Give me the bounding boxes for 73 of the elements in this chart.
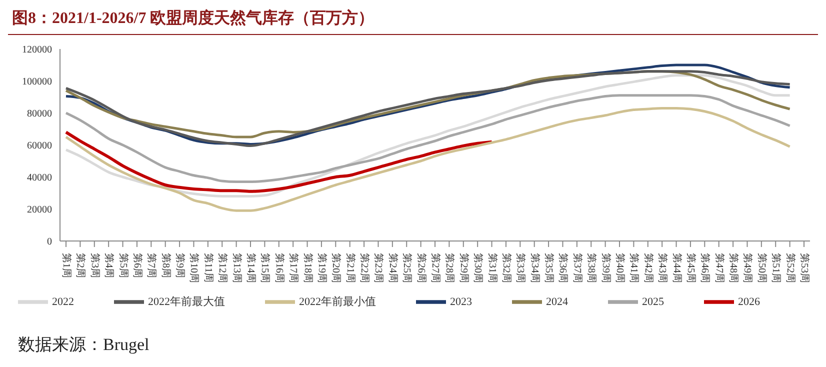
y-tick-label: 100000 [22, 76, 52, 88]
x-tick-label: 第20周 [330, 253, 342, 283]
x-tick-label: 第50周 [756, 253, 768, 283]
legend-label: 2022年前最大值 [148, 296, 225, 308]
y-tick-label: 40000 [27, 172, 52, 184]
x-tick-label: 第52周 [784, 253, 796, 283]
line-series [64, 74, 792, 198]
x-tick-label: 第32周 [500, 253, 512, 283]
x-tick-label: 第3周 [88, 253, 101, 278]
x-tick-label: 第35周 [543, 253, 556, 283]
line-series [64, 130, 494, 193]
x-tick-label: 第44周 [670, 253, 683, 283]
x-tick-label: 第47周 [713, 253, 726, 283]
x-tick-label: 第39周 [600, 253, 612, 283]
x-tick-label: 第22周 [358, 253, 371, 283]
x-tick-label: 第8周 [160, 253, 172, 278]
x-tick-label: 第12周 [216, 253, 229, 283]
x-tick-label: 第7周 [146, 253, 158, 278]
x-tick-label: 第4周 [103, 253, 116, 278]
x-tick-label: 第30周 [472, 253, 484, 283]
x-tick-label: 第40周 [614, 253, 626, 283]
x-tick-label: 第41周 [628, 253, 640, 283]
y-tick-label: 80000 [27, 108, 52, 120]
x-tick-label: 第23周 [372, 253, 385, 283]
x-tick-label: 第10周 [188, 253, 200, 283]
y-tick-label: 60000 [27, 140, 52, 152]
x-tick-label: 第33周 [514, 253, 527, 283]
x-tick-label: 第25周 [401, 253, 414, 283]
line-series [64, 94, 792, 184]
x-tick-label: 第19周 [316, 253, 328, 283]
x-tick-label: 第48周 [728, 253, 740, 283]
legend-label: 2025 [642, 296, 664, 308]
x-tick-label: 第45周 [684, 253, 697, 283]
x-tick-label: 第42周 [642, 253, 654, 283]
x-tick-label: 第24周 [386, 253, 399, 283]
x-tick-label: 第16周 [273, 253, 286, 283]
y-tick-label: 20000 [27, 204, 52, 216]
x-tick-label: 第43周 [656, 253, 669, 283]
x-tick-label: 第29周 [458, 253, 470, 283]
x-tick-label: 第49周 [742, 253, 754, 283]
source-note: 数据来源：Brugel [17, 334, 150, 356]
x-tick-label: 第13周 [230, 253, 243, 283]
x-tick-label: 第26周 [415, 253, 428, 283]
x-tick-label: 第9周 [174, 253, 186, 278]
x-tick-label: 第34周 [528, 253, 541, 283]
x-tick-label: 第36周 [557, 253, 570, 283]
x-tick-label: 第46周 [699, 253, 712, 283]
x-tick-label: 第11周 [202, 253, 214, 283]
chart-title: 图8：2021/1-2026/7 欧盟周度天然气库存（百万方） [8, 8, 818, 35]
x-tick-label: 第2周 [74, 253, 87, 278]
x-tick-label: 第27周 [430, 253, 442, 283]
x-tick-label: 第31周 [486, 253, 498, 283]
legend-label: 2022 [52, 296, 74, 308]
x-tick-label: 第38周 [586, 253, 598, 283]
y-tick-label: 120000 [22, 44, 52, 56]
x-tick-label: 第28周 [444, 253, 456, 283]
line-series [64, 106, 792, 212]
x-tick-label: 第6周 [131, 253, 144, 278]
x-tick-label: 第1周 [60, 253, 72, 278]
x-tick-label: 第15周 [259, 253, 272, 283]
legend-label: 2026 [738, 296, 760, 308]
x-tick-label: 第53周 [798, 253, 810, 283]
x-tick-label: 第14周 [245, 253, 257, 283]
x-tick-label: 第51周 [770, 253, 782, 283]
legend-label: 2022年前最小值 [299, 296, 376, 308]
x-tick-label: 第37周 [571, 253, 584, 283]
legend-label: 2024 [546, 296, 568, 308]
y-tick-label: 0 [47, 236, 52, 248]
x-tick-label: 第5周 [117, 253, 130, 278]
x-tick-label: 第21周 [344, 253, 356, 283]
legend-label: 2023 [450, 296, 472, 308]
x-tick-label: 第17周 [288, 253, 300, 283]
x-tick-label: 第18周 [302, 253, 314, 283]
